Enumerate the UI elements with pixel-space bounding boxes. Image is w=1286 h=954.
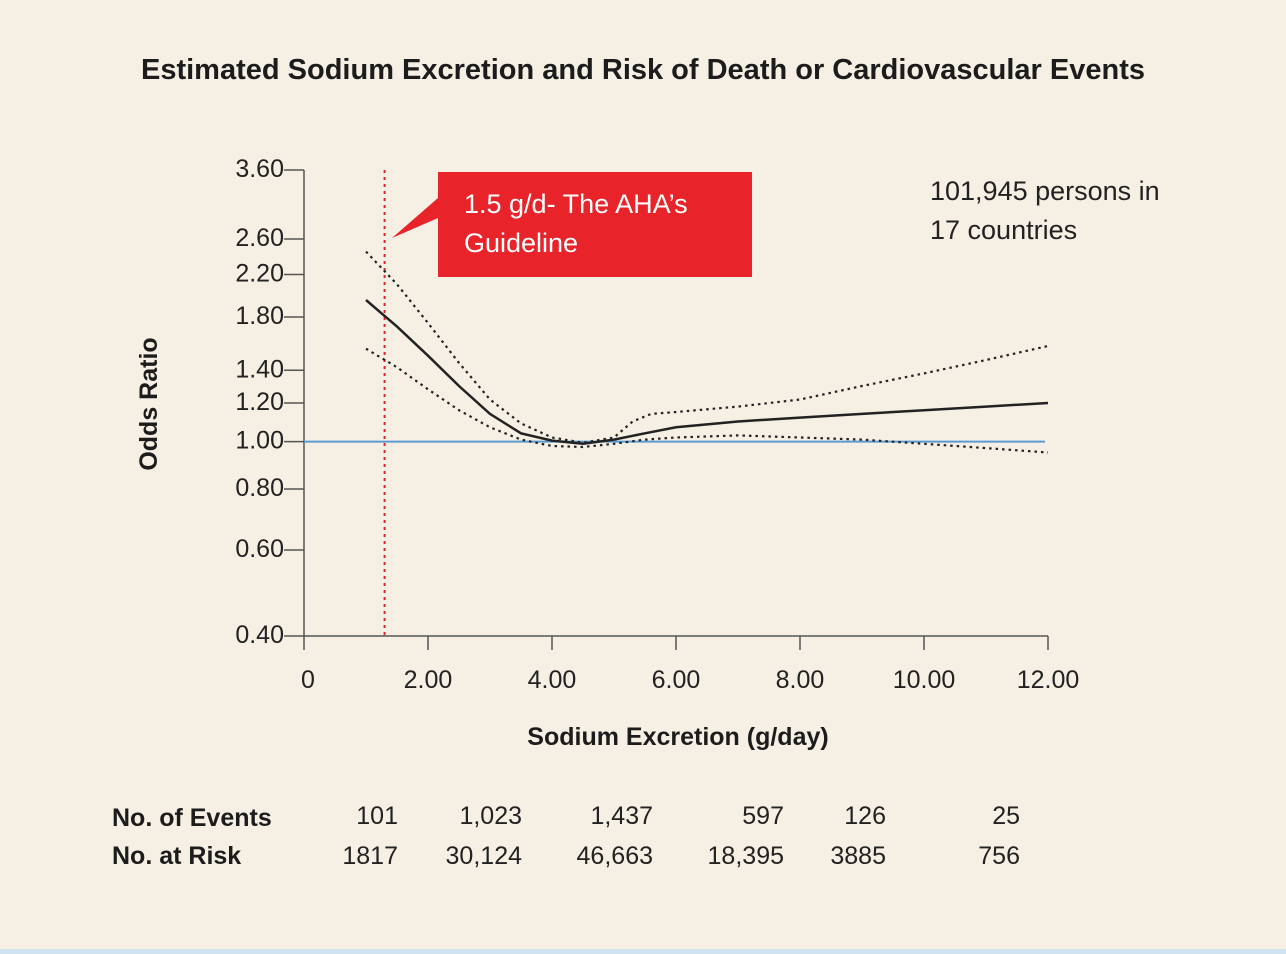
at-risk-cell: 18,395 [707, 842, 784, 870]
events-row-label: No. of Events [112, 804, 272, 832]
y-tick-label: 1.40 [235, 355, 284, 383]
x-tick-label: 0 [301, 666, 315, 694]
odds-ratio-line [365, 299, 1049, 446]
x-tick-label: 6.00 [652, 666, 701, 694]
y-axis-label: Odds Ratio [135, 337, 163, 470]
x-tick-label: 2.00 [404, 666, 453, 694]
callout-text-line: 1.5 g/d- The AHA’s [464, 189, 688, 219]
callout-box [392, 172, 752, 277]
y-tick-label: 1.00 [235, 427, 284, 455]
chart-axes [284, 169, 1049, 650]
y-tick-label: 0.40 [235, 621, 284, 649]
y-tick-label: 0.80 [235, 474, 284, 502]
population-annotation: 101,945 persons in [930, 176, 1160, 206]
confidence-bound-line [365, 347, 1049, 454]
at-risk-cell: 756 [978, 842, 1020, 870]
x-tick-label: 8.00 [776, 666, 825, 694]
population-annotation: 17 countries [930, 215, 1077, 245]
chart-labels: 0.40 0.60 0.80 1.00 1.20 1.40 1.80 2.20 2.60 3.60… [135, 155, 1160, 751]
guideline-callout: 1.5 g/d- The AHA’s Guideline [392, 172, 752, 277]
events-cell: 1,437 [590, 802, 653, 830]
events-cell: 1,023 [459, 802, 522, 830]
y-tick-label: 1.80 [235, 302, 284, 330]
risk-table: No. of Events No. at Risk 101 1,023 1,437 5… [110, 796, 1050, 882]
events-cell: 126 [844, 802, 886, 830]
events-cell: 25 [992, 802, 1020, 830]
y-tick-label: 0.60 [235, 535, 284, 563]
chart-series [304, 170, 1049, 636]
x-axis-label: Sodium Excretion (g/day) [527, 723, 828, 751]
at-risk-cell: 30,124 [445, 842, 522, 870]
chart-title: Estimated Sodium Excretion and Risk of D… [141, 54, 1145, 86]
x-tick-label: 12.00 [1017, 666, 1080, 694]
callout-text-line: Guideline [464, 228, 578, 258]
x-tick-label: 10.00 [893, 666, 956, 694]
at-risk-cell: 46,663 [576, 842, 653, 870]
events-cell: 101 [356, 802, 398, 830]
confidence-bound-line [365, 250, 1049, 444]
y-tick-label: 3.60 [235, 155, 284, 183]
y-tick-label: 2.60 [235, 224, 284, 252]
y-tick-label: 2.20 [235, 259, 284, 287]
x-tick-label: 4.00 [528, 666, 577, 694]
at-risk-cell: 3885 [830, 842, 886, 870]
events-cell: 597 [742, 802, 784, 830]
y-tick-label: 1.20 [235, 388, 284, 416]
risk-row-label: No. at Risk [112, 842, 242, 870]
at-risk-cell: 1817 [342, 842, 398, 870]
bottom-divider [0, 949, 1286, 954]
